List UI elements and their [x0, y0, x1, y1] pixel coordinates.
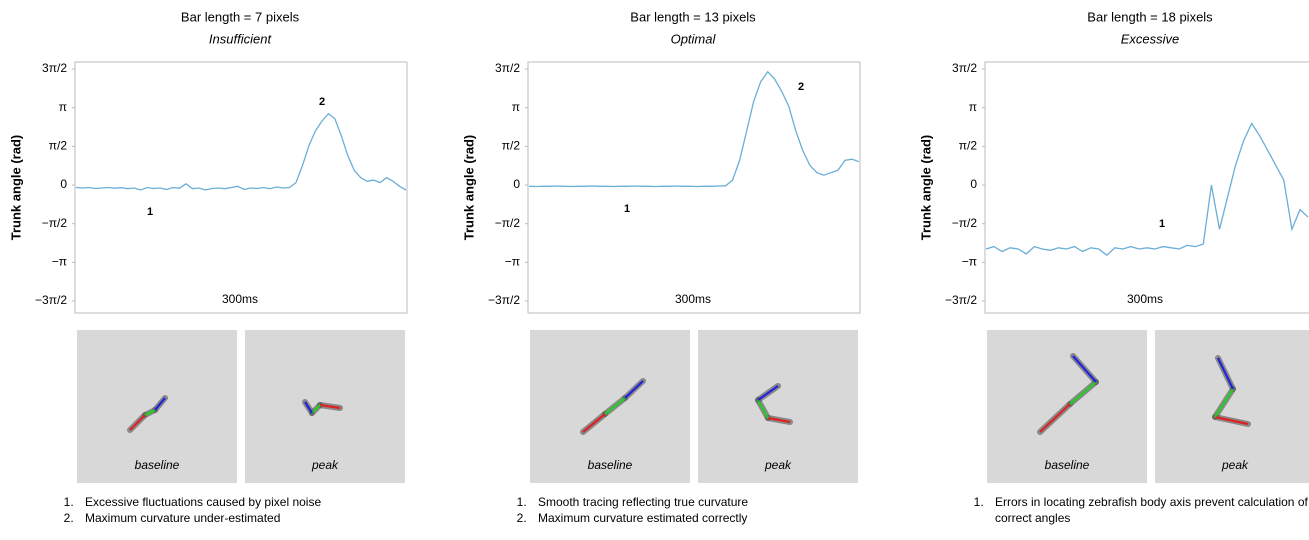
larva	[1037, 353, 1099, 435]
y-tick-label: π/2	[49, 139, 68, 153]
y-tick-label: π/2	[502, 139, 521, 153]
segment	[582, 413, 606, 433]
y-axis-label: Trunk angle (rad)	[461, 135, 476, 240]
chart-subtitle: Excessive	[1121, 31, 1180, 46]
y-tick-label: −3π/2	[35, 293, 67, 307]
note: Excessive fluctuations caused by pixel n…	[77, 494, 407, 510]
annotation: 1	[147, 206, 153, 218]
segment	[1217, 357, 1234, 390]
notes: Excessive fluctuations caused by pixel n…	[31, 494, 407, 526]
segment	[757, 385, 779, 401]
segment	[757, 399, 769, 419]
annotation: 1	[624, 203, 630, 215]
segment	[144, 409, 156, 416]
frame-image	[1155, 330, 1309, 483]
y-tick-label: π	[512, 100, 520, 114]
line-series	[985, 122, 1309, 257]
chart-title: Bar length = 18 pixels	[1087, 9, 1213, 24]
notes: Smooth tracing reflecting true curvature…	[484, 494, 860, 526]
larva	[755, 383, 793, 425]
annotation: 2	[798, 81, 804, 93]
y-tick-label: −π	[505, 255, 520, 269]
y-tick-label: 3π/2	[42, 61, 67, 75]
note: Smooth tracing reflecting true curvature	[530, 494, 860, 510]
larva	[580, 378, 646, 435]
segment	[624, 380, 644, 399]
image-label: baseline	[588, 458, 633, 472]
y-tick-label: 3π/2	[495, 61, 520, 75]
line-series	[528, 70, 860, 188]
larva	[1212, 355, 1251, 427]
frame-image	[698, 330, 858, 483]
segment	[767, 416, 791, 424]
segment	[604, 397, 626, 415]
notes: Errors in locating zebrafish body axis p…	[941, 494, 1309, 526]
y-tick-label: −π/2	[952, 216, 978, 230]
larva	[127, 395, 168, 433]
segment	[311, 404, 321, 414]
annotation: 300ms	[222, 292, 258, 306]
y-tick-label: −3π/2	[945, 293, 977, 307]
y-tick-label: −π/2	[495, 216, 521, 230]
y-tick-label: −π	[52, 255, 67, 269]
plot-frame	[74, 61, 408, 314]
y-tick-label: π	[59, 100, 67, 114]
segment	[154, 397, 166, 411]
y-tick-label: 0	[970, 177, 977, 191]
y-axis-label: Trunk angle (rad)	[8, 135, 23, 240]
segment	[1072, 355, 1097, 383]
y-axis-label: Trunk angle (rad)	[918, 135, 933, 240]
y-tick-label: −π	[962, 255, 977, 269]
y-tick-label: 0	[60, 177, 67, 191]
segment	[319, 403, 341, 410]
segment	[304, 401, 313, 414]
note: Errors in locating zebrafish body axis p…	[987, 494, 1309, 526]
image-label: peak	[311, 458, 339, 472]
y-tick-label: 3π/2	[952, 61, 977, 75]
segment	[129, 414, 146, 431]
line-series	[75, 112, 407, 191]
annotation: 2	[319, 96, 325, 108]
note: Maximum curvature under-estimated	[77, 510, 407, 526]
segment	[1214, 388, 1234, 418]
image-label: peak	[1221, 458, 1249, 472]
annotation: 300ms	[1127, 292, 1163, 306]
chart-title: Bar length = 13 pixels	[630, 9, 756, 24]
chart-title: Bar length = 7 pixels	[181, 9, 300, 24]
image-label: baseline	[1045, 458, 1090, 472]
plot-frame	[984, 61, 1309, 314]
image-label: baseline	[135, 458, 180, 472]
segment	[1039, 403, 1071, 433]
annotation: 300ms	[675, 292, 711, 306]
y-tick-label: −3π/2	[488, 293, 520, 307]
segment	[1214, 415, 1249, 426]
y-tick-label: π	[969, 100, 977, 114]
larva	[302, 399, 343, 416]
chart-subtitle: Insufficient	[209, 31, 273, 46]
note: Maximum curvature estimated correctly	[530, 510, 860, 526]
y-tick-label: 0	[513, 177, 520, 191]
chart-subtitle: Optimal	[671, 31, 717, 46]
y-tick-label: π/2	[959, 139, 978, 153]
image-label: peak	[764, 458, 792, 472]
annotation: 1	[1159, 218, 1165, 230]
segment	[1069, 381, 1097, 405]
y-tick-label: −π/2	[42, 216, 68, 230]
plot-frame	[527, 61, 861, 314]
